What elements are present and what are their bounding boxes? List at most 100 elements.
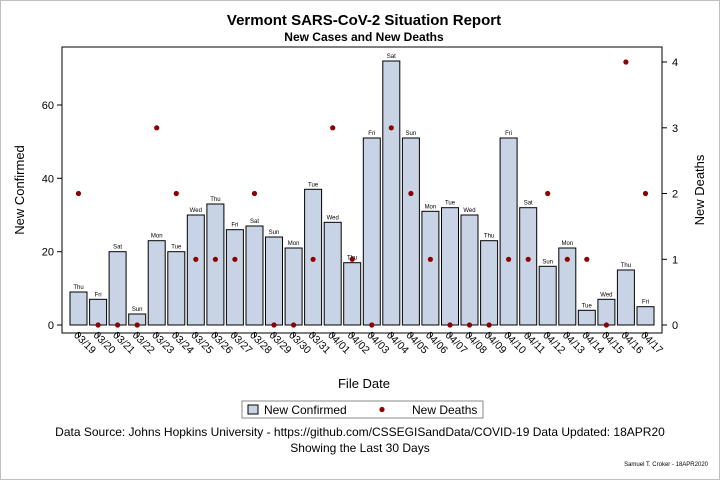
bar-weekday-label: Tue (582, 303, 593, 309)
bar (480, 240, 499, 326)
death-point (506, 256, 512, 262)
x-axis-label: File Date (338, 376, 390, 391)
bar-weekday-label: Sun (269, 230, 280, 236)
bar (343, 262, 362, 326)
death-point (427, 256, 433, 262)
y2-tick-label: 3 (672, 123, 678, 135)
bar (519, 207, 538, 326)
death-point (388, 125, 394, 131)
y-tick-label: 0 (48, 320, 54, 332)
bar-weekday-label: Fri (231, 223, 238, 229)
bar-weekday-label: Thu (484, 234, 494, 240)
bar-weekday-label: Wed (327, 215, 339, 221)
bar-weekday-label: Sun (406, 131, 417, 137)
bar (401, 137, 420, 326)
bar-weekday-label: Sat (250, 219, 259, 225)
death-point (466, 322, 473, 328)
bar (538, 265, 557, 326)
bar-weekday-label: Thu (621, 263, 631, 269)
author-signature: Samuel T. Croker - 18APR2020 (624, 462, 708, 468)
bar (441, 207, 459, 326)
bar (167, 251, 186, 326)
death-point (408, 190, 414, 197)
death-point (369, 322, 375, 328)
legend-dot-swatch (379, 406, 385, 413)
bars-layer: Thu Fri Sat Sun Mon Tue Wed Thu Fri Sat Sun Mon Tue W… (69, 54, 655, 326)
death-point (271, 322, 277, 328)
legend: New Confirmed New Deaths (241, 400, 484, 419)
bar-weekday-label: Thu (210, 197, 220, 203)
death-point (564, 256, 570, 262)
bar-weekday-label: Mon (288, 241, 300, 247)
y2-tick-label: 4 (672, 57, 678, 69)
death-point (251, 190, 258, 197)
death-point (623, 59, 629, 65)
bar (186, 214, 205, 326)
bar-weekday-label: Fri (642, 300, 649, 306)
death-point (212, 256, 218, 262)
bar (108, 251, 127, 326)
bar-weekday-label: Thu (73, 285, 83, 291)
y-tick-label: 40 (42, 173, 54, 185)
death-point (545, 190, 551, 197)
chart-subtitle: New Cases and New Deaths (284, 30, 444, 44)
bar-weekday-label: Fri (368, 131, 375, 137)
bar-weekday-label: Sun (132, 307, 143, 313)
bar (69, 291, 88, 326)
legend-bar-label: New Confirmed (264, 403, 347, 417)
y2-tick-label: 2 (672, 189, 678, 201)
bar (499, 137, 518, 326)
y-tick-label: 20 (42, 247, 54, 259)
death-point (603, 322, 610, 328)
death-point (330, 125, 336, 131)
legend-bar-swatch (247, 404, 259, 415)
y-axis-label: New Confirmed (12, 145, 27, 235)
death-point (173, 190, 179, 197)
bar-weekday-label: Tue (445, 201, 456, 207)
death-point (525, 256, 531, 262)
death-point (193, 256, 199, 262)
bar-weekday-label: Wed (190, 208, 202, 214)
bar-weekday-label: Sun (542, 259, 553, 265)
date-range-note: Showing the Last 30 Days (290, 441, 430, 455)
y2-axis-label: New Deaths (692, 154, 707, 225)
bar (382, 60, 401, 326)
death-point (291, 322, 297, 328)
bar-weekday-label: Mon (561, 241, 573, 247)
legend-dot-label: New Deaths (412, 403, 477, 417)
bar (265, 236, 283, 326)
data-source-text: Data Source: Johns Hopkins University - … (55, 425, 665, 439)
death-point (310, 256, 316, 262)
bar (362, 137, 381, 326)
bar (284, 247, 303, 326)
death-point (95, 322, 101, 328)
death-point (642, 190, 649, 197)
bar (421, 210, 440, 326)
y2-tick-label: 1 (672, 254, 678, 266)
plot-area (61, 46, 663, 334)
y2-tick-label: 0 (672, 320, 678, 332)
bar (206, 203, 225, 326)
left-axis: 0 20 40 60 (42, 100, 62, 332)
death-point (584, 256, 590, 262)
bar (577, 309, 596, 326)
bar-weekday-label: Sat (524, 201, 533, 207)
bar (89, 298, 108, 326)
death-point (486, 322, 492, 328)
legend-box (241, 400, 484, 419)
bar-weekday-label: Mon (151, 234, 163, 240)
bar-weekday-label: Tue (171, 245, 182, 251)
death-point (75, 190, 82, 197)
bar (636, 306, 655, 326)
death-point (232, 256, 238, 262)
bar-weekday-label: Sat (387, 54, 396, 60)
bar (225, 229, 244, 326)
bar-weekday-label: Tue (308, 182, 319, 188)
bar (558, 247, 577, 326)
chart-title: Vermont SARS-CoV-2 Situation Report (227, 12, 501, 29)
death-point (447, 322, 453, 328)
bar (147, 240, 166, 326)
right-axis: 0 1 2 3 4 (662, 57, 678, 332)
